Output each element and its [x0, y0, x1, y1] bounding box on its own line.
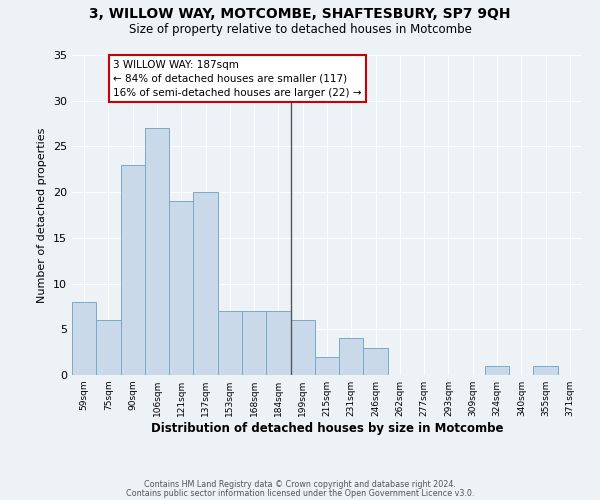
Bar — [242, 311, 266, 375]
Bar — [72, 302, 96, 375]
Text: Size of property relative to detached houses in Motcombe: Size of property relative to detached ho… — [128, 22, 472, 36]
Bar — [364, 348, 388, 375]
Bar — [485, 366, 509, 375]
Bar — [121, 164, 145, 375]
Bar — [218, 311, 242, 375]
Y-axis label: Number of detached properties: Number of detached properties — [37, 128, 47, 302]
X-axis label: Distribution of detached houses by size in Motcombe: Distribution of detached houses by size … — [151, 422, 503, 435]
Text: Contains HM Land Registry data © Crown copyright and database right 2024.: Contains HM Land Registry data © Crown c… — [144, 480, 456, 489]
Bar — [533, 366, 558, 375]
Text: Contains public sector information licensed under the Open Government Licence v3: Contains public sector information licen… — [126, 488, 474, 498]
Text: 3, WILLOW WAY, MOTCOMBE, SHAFTESBURY, SP7 9QH: 3, WILLOW WAY, MOTCOMBE, SHAFTESBURY, SP… — [89, 8, 511, 22]
Bar — [145, 128, 169, 375]
Bar — [193, 192, 218, 375]
Bar — [315, 356, 339, 375]
Bar — [290, 320, 315, 375]
Bar — [266, 311, 290, 375]
Bar — [339, 338, 364, 375]
Bar — [169, 202, 193, 375]
Text: 3 WILLOW WAY: 187sqm
← 84% of detached houses are smaller (117)
16% of semi-deta: 3 WILLOW WAY: 187sqm ← 84% of detached h… — [113, 60, 362, 98]
Bar — [96, 320, 121, 375]
